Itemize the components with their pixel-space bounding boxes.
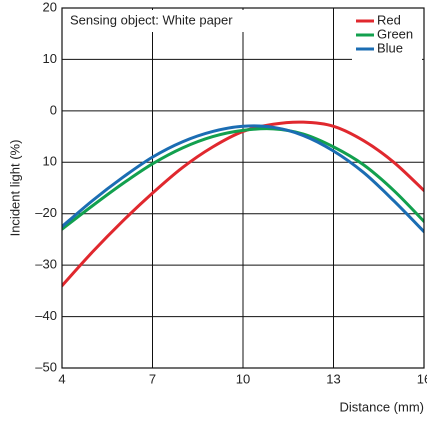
legend-label: Green xyxy=(377,26,413,41)
y-tick-label: 10 xyxy=(43,51,57,66)
y-tick-label: –50 xyxy=(35,359,57,374)
annotation-box xyxy=(64,10,260,32)
plot-frame xyxy=(61,7,425,369)
legend-label: Blue xyxy=(377,40,403,55)
y-axis-label: Incident light (%) xyxy=(7,140,22,237)
x-tick-label: 7 xyxy=(149,371,156,386)
y-tick-label: –30 xyxy=(35,257,57,272)
y-tick-label: –20 xyxy=(35,205,57,220)
annotation: Sensing object: White paper xyxy=(70,12,233,27)
x-axis-label: Distance (mm) xyxy=(339,399,424,414)
x-tick-label: 13 xyxy=(326,371,340,386)
x-tick-label: 16 xyxy=(417,371,427,386)
y-tick-label: 0 xyxy=(50,102,57,117)
legend-label: Red xyxy=(377,12,401,27)
y-tick-label: 10 xyxy=(43,154,57,169)
series-line xyxy=(62,124,424,234)
x-tick-label: 4 xyxy=(58,371,65,386)
x-tick-label: 10 xyxy=(236,371,250,386)
y-tick-label: –40 xyxy=(35,308,57,323)
y-tick-label: 20 xyxy=(43,0,57,14)
series-line xyxy=(62,127,424,231)
